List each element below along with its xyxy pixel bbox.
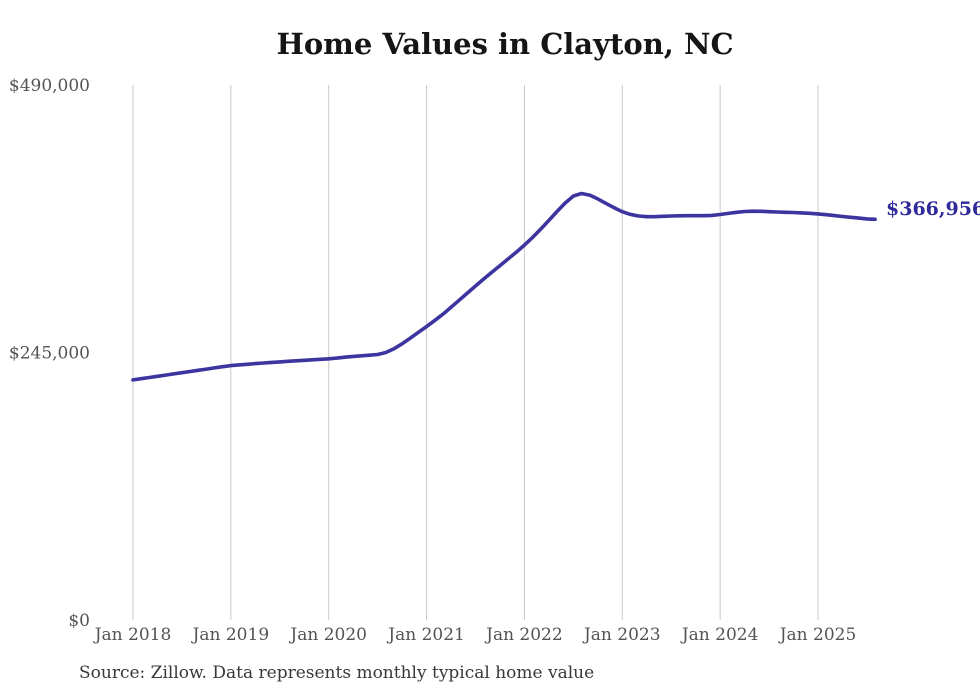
source-note: Source: Zillow. Data represents monthly … xyxy=(79,663,595,683)
x-tick-label: Jan 2019 xyxy=(191,625,270,645)
x-tick-label: Jan 2022 xyxy=(484,625,563,645)
x-tick-label: Jan 2018 xyxy=(93,625,172,645)
y-tick-label: $490,000 xyxy=(9,76,90,96)
x-tick-label: Jan 2023 xyxy=(582,625,661,645)
y-tick-label: $0 xyxy=(68,611,90,631)
x-tick-label: Jan 2020 xyxy=(288,625,367,645)
x-tick-label: Jan 2021 xyxy=(386,625,465,645)
chart-title: Home Values in Clayton, NC xyxy=(276,27,734,61)
end-value-label: $366,956 xyxy=(886,198,980,220)
y-tick-label: $245,000 xyxy=(9,344,90,364)
x-tick-label: Jan 2024 xyxy=(680,625,759,645)
series-line xyxy=(131,191,877,382)
x-tick-label: Jan 2025 xyxy=(778,625,857,645)
